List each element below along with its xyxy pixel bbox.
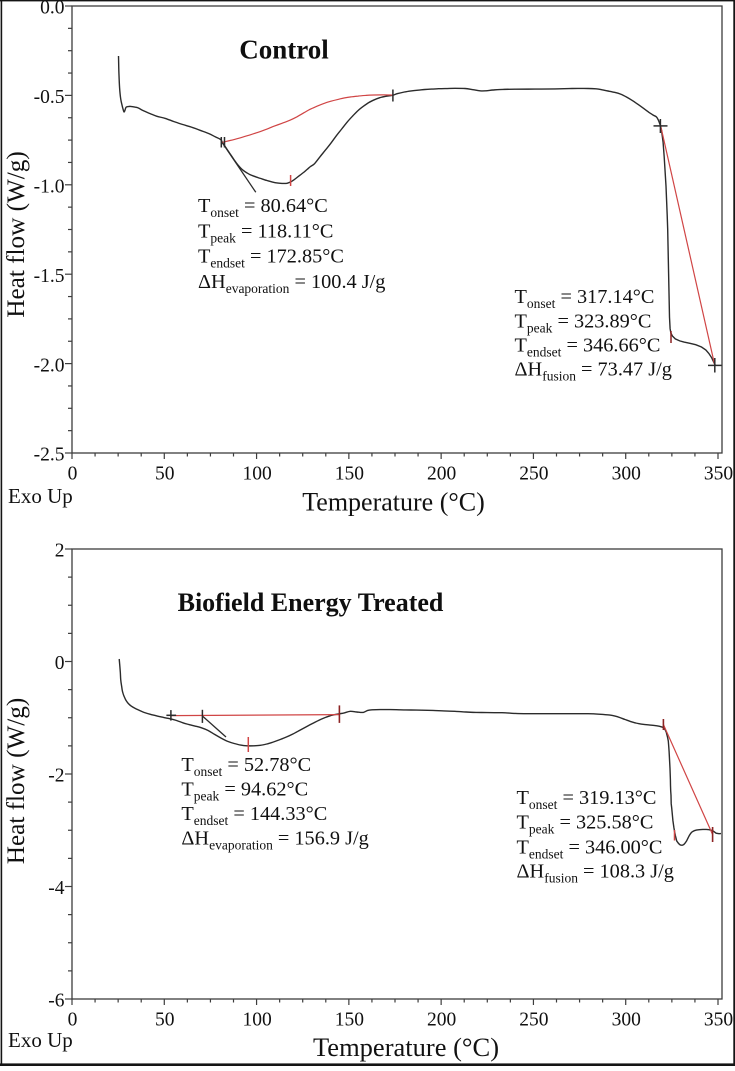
svg-text:-4: -4 (48, 878, 64, 899)
svg-text:0: 0 (55, 653, 65, 674)
svg-text:-2.5: -2.5 (34, 445, 65, 466)
svg-text:150: 150 (335, 1010, 364, 1031)
svg-text:Exo Up: Exo Up (8, 484, 73, 508)
svg-text:ΔHfusion = 73.47 J/g: ΔHfusion = 73.47 J/g (515, 358, 672, 383)
svg-text:Tendset = 346.66°C: Tendset = 346.66°C (515, 334, 661, 359)
svg-text:350: 350 (704, 1010, 733, 1031)
svg-text:50: 50 (155, 1010, 175, 1031)
svg-text:Temperature (°C): Temperature (°C) (313, 1032, 499, 1062)
svg-text:-1.0: -1.0 (34, 177, 65, 198)
svg-text:0: 0 (68, 464, 78, 485)
svg-text:200: 200 (427, 464, 456, 485)
svg-text:-2: -2 (48, 766, 64, 787)
svg-text:2: 2 (55, 541, 65, 562)
svg-text:0: 0 (68, 1010, 78, 1031)
svg-text:-0.5: -0.5 (34, 87, 65, 108)
svg-text:150: 150 (335, 464, 364, 485)
svg-text:ΔHfusion = 108.3 J/g: ΔHfusion = 108.3 J/g (517, 860, 674, 885)
svg-text:250: 250 (519, 1010, 548, 1031)
svg-text:300: 300 (612, 464, 641, 485)
svg-text:-1.5: -1.5 (34, 266, 65, 287)
svg-text:50: 50 (155, 464, 175, 485)
svg-text:100: 100 (242, 1010, 271, 1031)
svg-text:Temperature (°C): Temperature (°C) (302, 488, 485, 517)
svg-text:0.0: 0.0 (40, 0, 64, 19)
svg-text:Exo Up: Exo Up (8, 1028, 73, 1052)
svg-text:200: 200 (427, 1010, 456, 1031)
svg-text:-2.0: -2.0 (34, 355, 65, 376)
svg-text:Control: Control (239, 35, 329, 65)
svg-text:300: 300 (612, 1010, 641, 1031)
svg-text:Tendset = 144.33°C: Tendset = 144.33°C (181, 803, 327, 828)
svg-text:350: 350 (704, 464, 733, 485)
svg-text:Biofield Energy Treated: Biofield Energy Treated (178, 588, 444, 617)
svg-text:ΔHevaporation = 156.9 J/g: ΔHevaporation = 156.9 J/g (181, 827, 368, 852)
svg-text:Heat flow (W/g): Heat flow (W/g) (3, 151, 30, 317)
svg-text:-6: -6 (48, 991, 64, 1012)
svg-text:100: 100 (242, 464, 271, 485)
svg-text:Tonset = 52.78°C: Tonset = 52.78°C (181, 754, 311, 779)
svg-text:Tendset = 346.00°C: Tendset = 346.00°C (517, 836, 663, 861)
svg-text:250: 250 (519, 464, 548, 485)
svg-text:Heat flow (W/g): Heat flow (W/g) (3, 698, 30, 864)
